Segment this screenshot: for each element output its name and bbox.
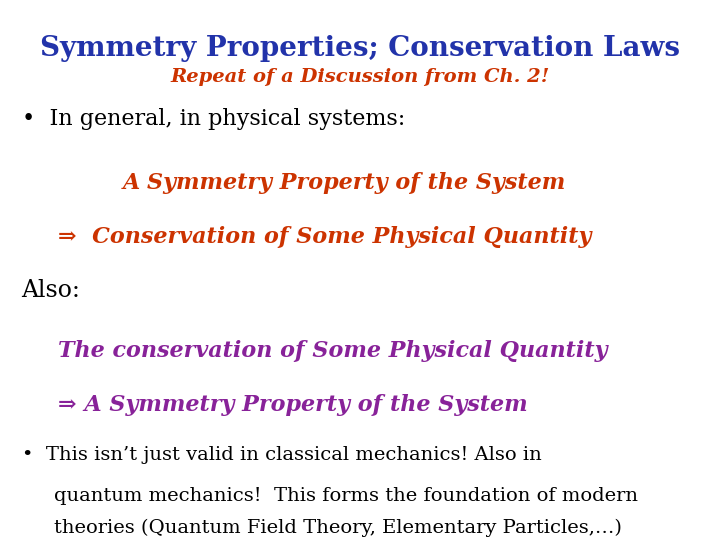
Text: ⇒ A Symmetry Property of the System: ⇒ A Symmetry Property of the System — [58, 394, 527, 416]
Text: ⇒  Conservation of Some Physical Quantity: ⇒ Conservation of Some Physical Quantity — [58, 226, 591, 248]
Text: theories (Quantum Field Theory, Elementary Particles,…): theories (Quantum Field Theory, Elementa… — [54, 519, 622, 537]
Text: •  In general, in physical systems:: • In general, in physical systems: — [22, 107, 405, 130]
Text: quantum mechanics!  This forms the foundation of modern: quantum mechanics! This forms the founda… — [54, 487, 638, 505]
Text: Symmetry Properties; Conservation Laws: Symmetry Properties; Conservation Laws — [40, 35, 680, 62]
Text: A Symmetry Property of the System: A Symmetry Property of the System — [122, 172, 566, 194]
Text: Repeat of a Discussion from Ch. 2!: Repeat of a Discussion from Ch. 2! — [171, 68, 549, 85]
Text: •  This isn’t just valid in classical mechanics! Also in: • This isn’t just valid in classical mec… — [22, 447, 541, 464]
Text: The conservation of Some Physical Quantity: The conservation of Some Physical Quanti… — [58, 340, 607, 362]
Text: Also:: Also: — [22, 279, 81, 302]
